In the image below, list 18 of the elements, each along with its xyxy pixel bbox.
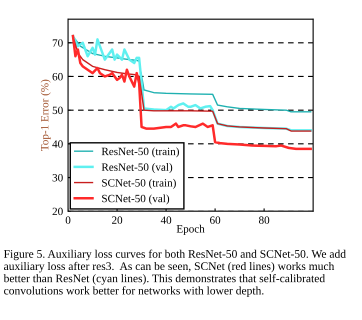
y-tick-label: 60 [52, 72, 63, 80]
legend-label: ResNet-50 (val) [102, 163, 172, 174]
caption: Figure 5. Auxiliary loss curves for both ResNet-50 and SCNet-50. We add auxiliary loss after res3. As can be seen, SCNet (red lines) works much better than ResNet (cyan lines). This demonstrates that self-calibrated convolutions work better for networks with lower depth. [4, 250, 346, 297]
x-tick-label: 40 [160, 216, 172, 224]
legend-label: SCNet-50 (val) [102, 194, 170, 205]
y-axis-title: Top-1 Error (%) [40, 80, 51, 152]
x-tick-label: 20 [112, 216, 122, 224]
y-tick-label: 20 [52, 208, 63, 216]
x-axis-title: Epoch [176, 224, 205, 235]
legend-label: ResNet-50 (train) [102, 147, 179, 158]
y-tick-label: 30 [52, 174, 63, 182]
y-tick-label: 70 [52, 39, 63, 47]
legend-label: SCNet-50 (train) [102, 178, 176, 189]
x-tick-label: 80 [258, 216, 270, 224]
y-tick-label: 40 [52, 140, 63, 148]
y-tick-label: 50 [52, 106, 63, 114]
x-tick-label: 0 [66, 216, 70, 224]
x-tick-label: 60 [210, 216, 220, 224]
